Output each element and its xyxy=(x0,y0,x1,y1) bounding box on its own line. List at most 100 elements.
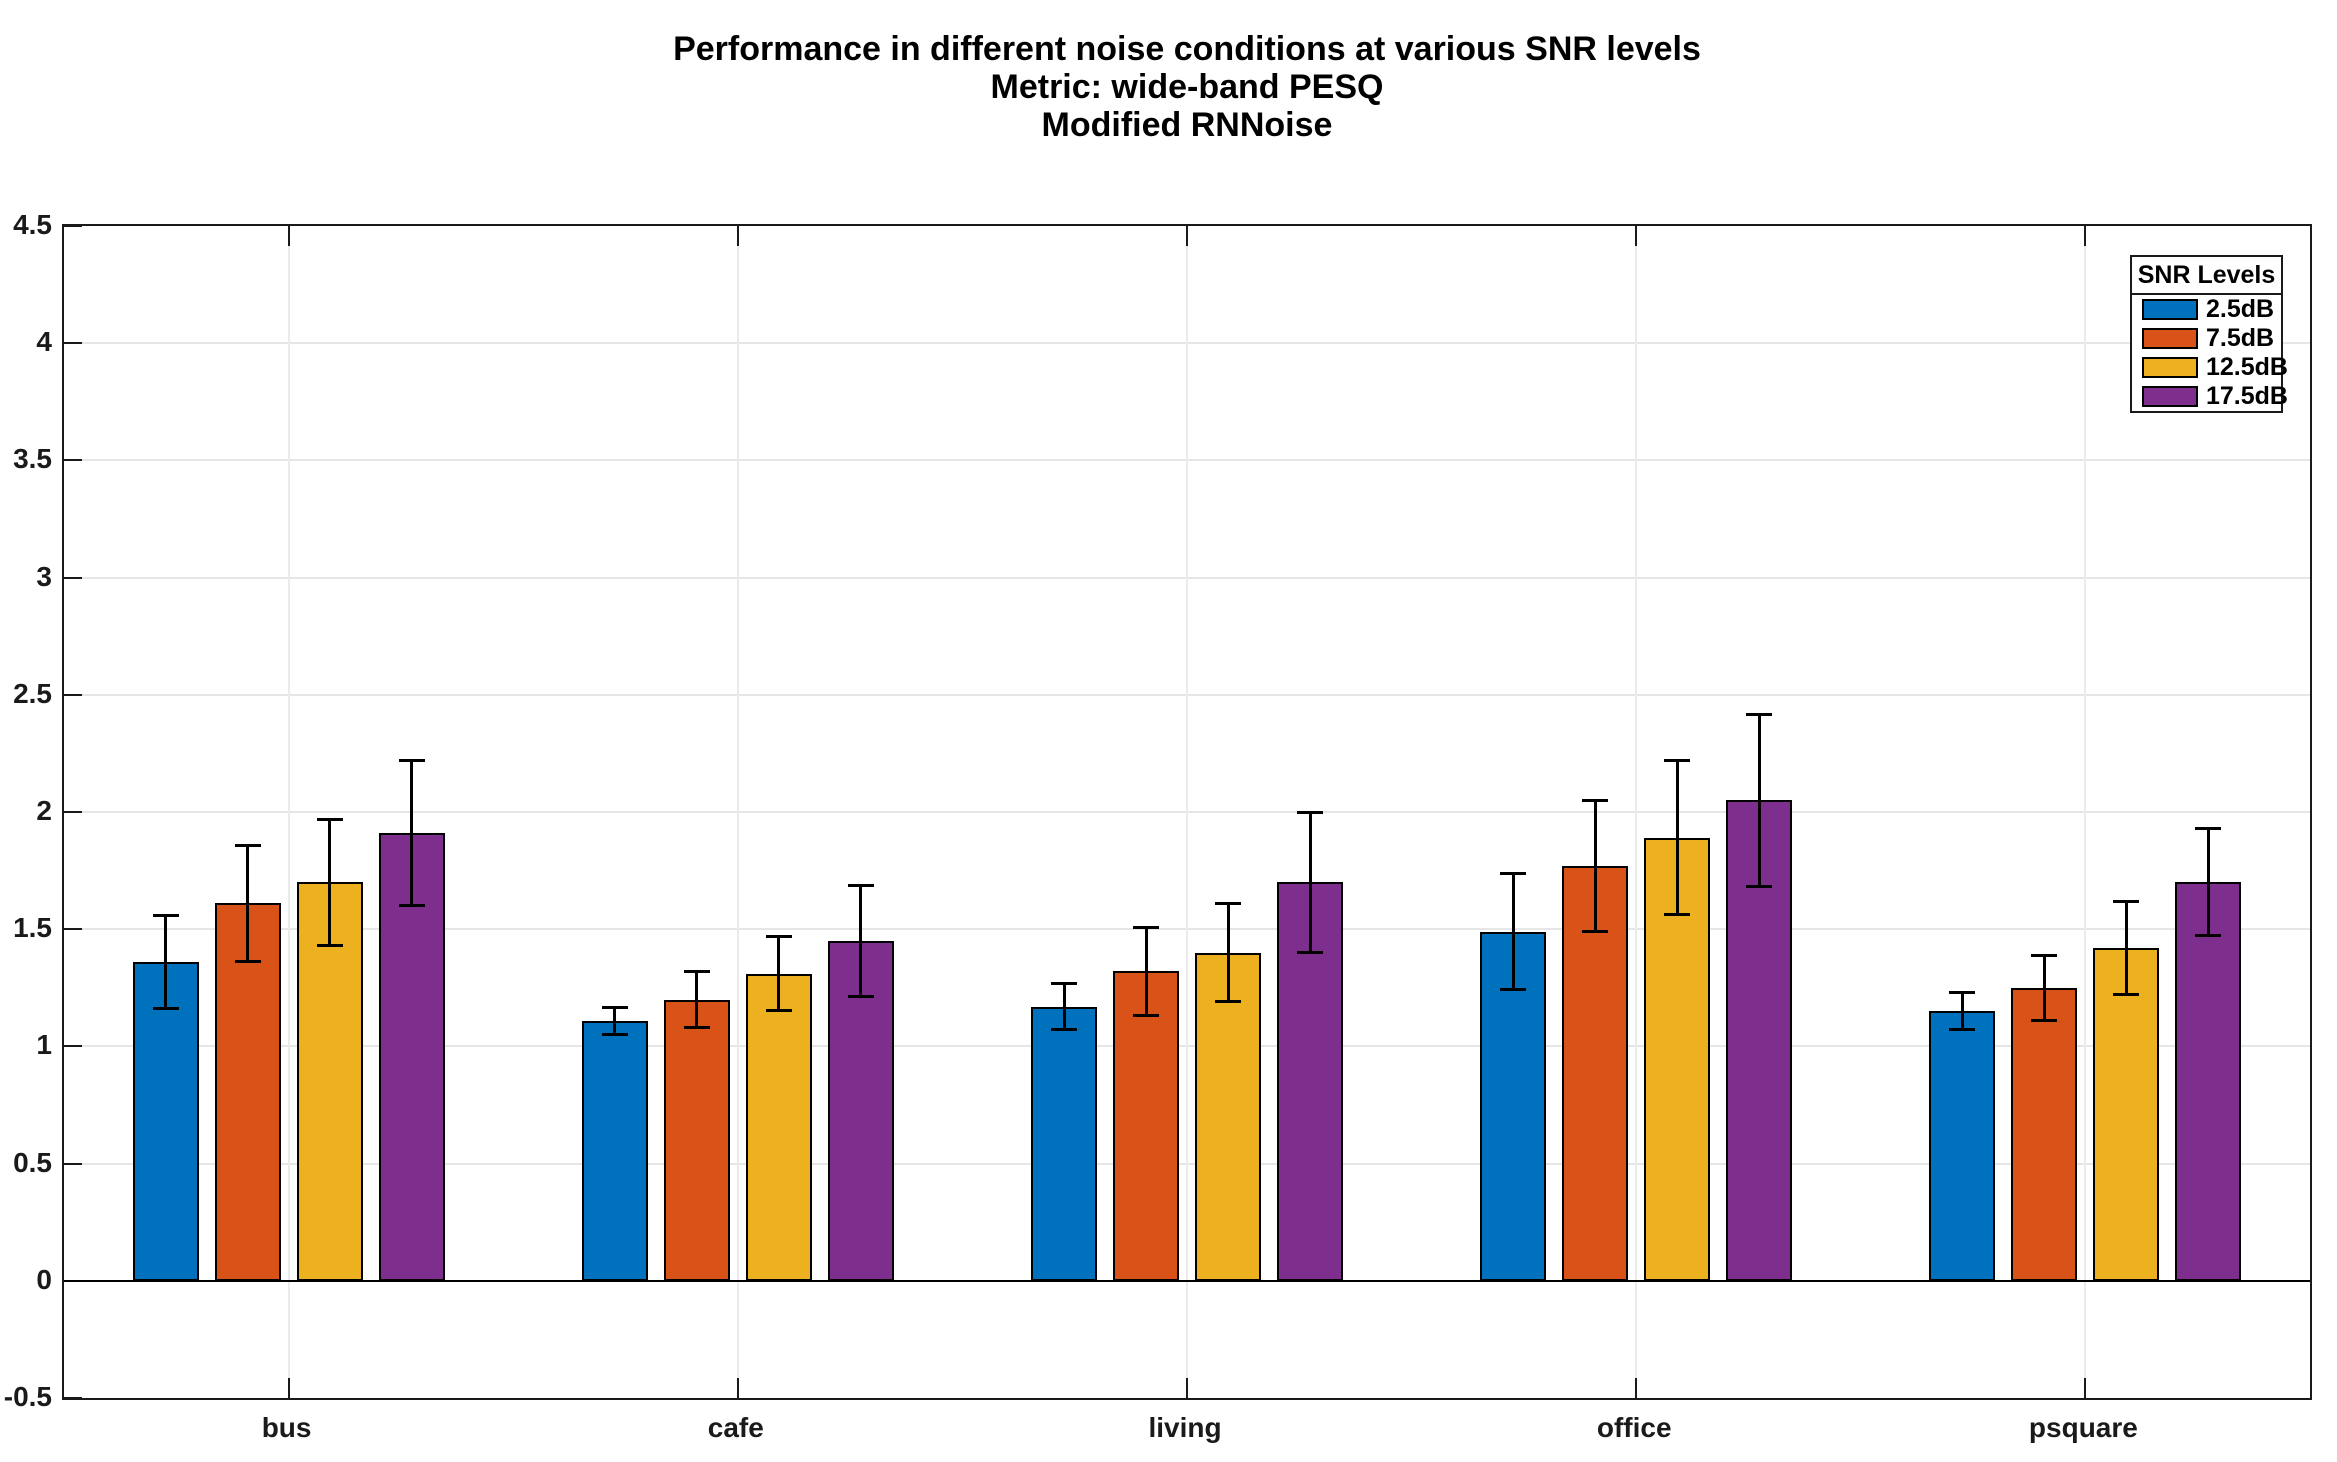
y-tick-mark xyxy=(64,928,82,931)
error-cap-bottom xyxy=(398,903,425,907)
error-cap-top xyxy=(234,843,261,847)
error-cap-top xyxy=(765,935,792,939)
error-cap-top xyxy=(1051,982,1077,986)
error-cap-top xyxy=(1582,799,1609,803)
y-tick-mark xyxy=(64,576,82,579)
error-cap-bottom xyxy=(601,1032,628,1036)
bar-psquare-17.5dB xyxy=(2175,882,2242,1281)
x-gridline xyxy=(1186,226,1188,1398)
error-cap-bottom xyxy=(765,1009,792,1013)
error-cap-top xyxy=(847,883,874,887)
bar-living-12.5dB xyxy=(1195,952,1261,1281)
error-cap-bottom xyxy=(2113,992,2140,996)
x-tick-label-psquare: psquare xyxy=(2028,1412,2138,1443)
error-cap-bottom xyxy=(1297,950,1323,954)
bar-living-7.5dB xyxy=(1113,971,1179,1281)
chart-title: Performance in different noise condition… xyxy=(673,30,1701,68)
error-cap-bottom xyxy=(2031,1018,2058,1022)
y-tick-label: 4 xyxy=(36,326,52,358)
bar-cafe-12.5dB xyxy=(745,973,812,1281)
chart-subtitle-metric: Metric: wide-band PESQ xyxy=(990,68,1384,106)
legend-swatch-7.5dB xyxy=(2142,328,2198,349)
error-cap-bottom xyxy=(1215,999,1241,1003)
legend-item-12.5dB: 12.5dB xyxy=(2132,353,2288,382)
error-cap-bottom xyxy=(1500,988,1527,992)
x-gridline xyxy=(1635,226,1638,1398)
error-cap-bottom xyxy=(1664,913,1691,917)
error-bar-psquare-2.5dB xyxy=(1960,992,1964,1030)
legend: SNR Levels 2.5dB 7.5dB 12.5dB 17.5dB xyxy=(2130,255,2288,413)
x-tick-mark-top xyxy=(1635,226,1638,246)
x-tick-label-bus: bus xyxy=(261,1412,312,1443)
legend-title: SNR Levels xyxy=(2132,257,2281,295)
bar-cafe-7.5dB xyxy=(663,999,730,1281)
error-bar-bus-2.5dB xyxy=(164,915,168,1009)
y-tick-mark xyxy=(64,342,82,345)
error-bar-cafe-2.5dB xyxy=(613,1006,617,1035)
x-tick-mark-top xyxy=(2084,226,2087,246)
error-cap-bottom xyxy=(2195,934,2222,938)
x-tick-mark-bottom xyxy=(1186,1378,1188,1398)
y-tick-label: 3.5 xyxy=(13,443,52,475)
error-bar-bus-7.5dB xyxy=(246,844,250,962)
legend-item-2.5dB: 2.5dB xyxy=(2132,295,2281,324)
legend-swatch-2.5dB xyxy=(2142,299,2198,320)
y-tick-label: 0.5 xyxy=(13,1146,52,1178)
error-cap-top xyxy=(1746,712,1773,716)
error-cap-top xyxy=(1500,871,1527,875)
y-tick-label: 2 xyxy=(36,795,52,826)
x-tick-mark-bottom xyxy=(1635,1378,1638,1398)
error-bar-living-7.5dB xyxy=(1144,926,1148,1016)
plot-area xyxy=(62,224,2312,1400)
error-bar-living-12.5dB xyxy=(1226,903,1230,1002)
bar-psquare-7.5dB xyxy=(2011,987,2078,1281)
bar-psquare-2.5dB xyxy=(1929,1011,1996,1281)
error-bar-living-2.5dB xyxy=(1062,983,1066,1030)
error-cap-top xyxy=(1664,759,1691,763)
error-bar-cafe-12.5dB xyxy=(777,936,781,1012)
error-cap-top xyxy=(2113,900,2140,904)
legend-items: 2.5dB 7.5dB 12.5dB 17.5dB xyxy=(2132,295,2288,411)
legend-label: 7.5dB xyxy=(2206,324,2275,352)
y-tick-mark xyxy=(64,1162,82,1165)
zero-baseline xyxy=(64,1279,2310,1282)
error-cap-bottom xyxy=(683,1025,710,1029)
x-tick-mark-top xyxy=(736,226,739,246)
chart-subtitle-model: Modified RNNoise xyxy=(1041,106,1333,144)
y-tick-mark xyxy=(64,459,82,462)
legend-swatch-17.5dB xyxy=(2142,386,2198,407)
error-cap-top xyxy=(1133,925,1159,929)
y-tick-label: 1.5 xyxy=(13,912,52,944)
bar-psquare-12.5dB xyxy=(2093,947,2160,1281)
legend-label: 2.5dB xyxy=(2206,295,2275,323)
y-tick-label: 2.5 xyxy=(13,677,52,709)
bar-living-2.5dB xyxy=(1031,1006,1097,1281)
error-cap-bottom xyxy=(1051,1027,1077,1031)
legend-swatch-12.5dB xyxy=(2142,357,2198,378)
x-tick-label-office: office xyxy=(1596,1412,1672,1443)
legend-label: 12.5dB xyxy=(2206,353,2288,381)
error-cap-bottom xyxy=(152,1006,179,1010)
x-tick-label-living: living xyxy=(1148,1412,1222,1443)
error-bar-bus-12.5dB xyxy=(328,819,332,946)
error-cap-bottom xyxy=(1133,1013,1159,1017)
error-cap-top xyxy=(398,759,425,763)
y-tick-label: 0 xyxy=(36,1263,52,1295)
error-cap-top xyxy=(2031,953,2058,957)
bar-office-7.5dB xyxy=(1562,865,1629,1281)
bar-bus-17.5dB xyxy=(378,833,445,1281)
error-bar-psquare-7.5dB xyxy=(2042,954,2046,1021)
error-bar-office-7.5dB xyxy=(1593,800,1597,932)
x-gridline xyxy=(287,226,290,1398)
y-tick-label: 3 xyxy=(36,560,52,592)
y-tick-label: 1 xyxy=(36,1029,52,1061)
error-bar-psquare-12.5dB xyxy=(2124,901,2128,995)
error-bar-living-17.5dB xyxy=(1308,812,1312,953)
y-tick-mark xyxy=(64,225,82,227)
x-gridline xyxy=(2084,226,2087,1398)
error-bar-psquare-17.5dB xyxy=(2206,828,2210,937)
y-tick-mark xyxy=(64,811,82,813)
y-tick-label: -0.5 xyxy=(3,1381,52,1412)
error-cap-top xyxy=(601,1005,628,1009)
